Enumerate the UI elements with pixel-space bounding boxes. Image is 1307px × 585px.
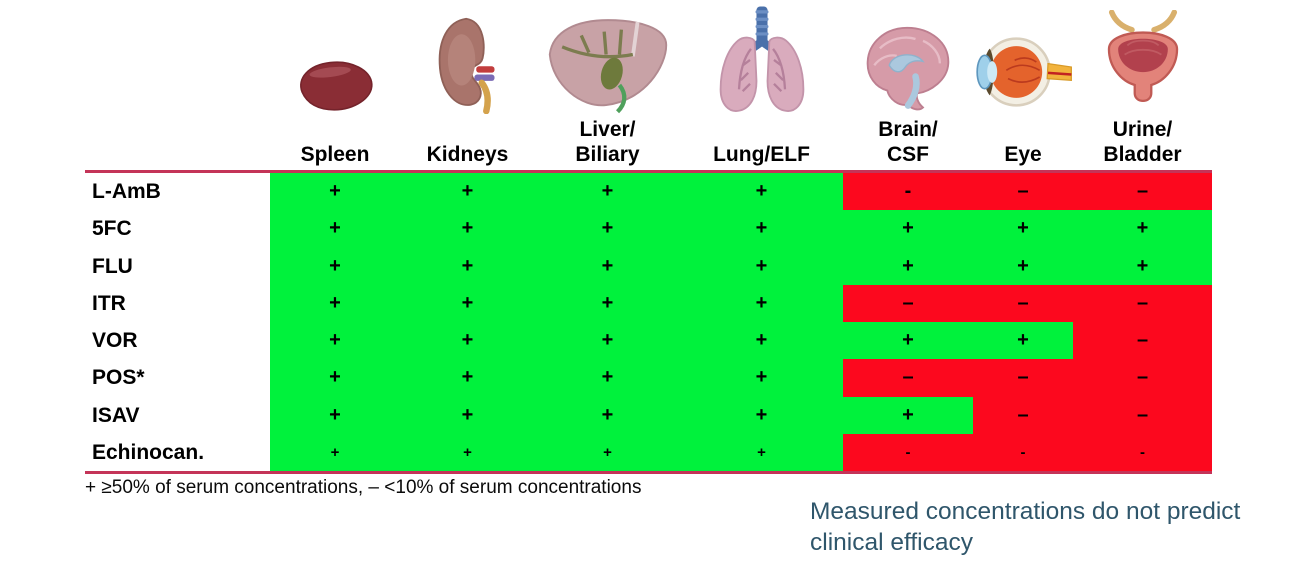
cell-spleen: +: [270, 173, 400, 211]
cell-urine-bladder: –: [1073, 173, 1212, 211]
table-row-vor: VOR + + + + + + –: [85, 322, 1212, 360]
legend-text: + ≥50% of serum concentrations, – <10% o…: [85, 477, 642, 498]
cell-brain-csf: -: [843, 173, 973, 211]
cell-eye: –: [973, 396, 1073, 434]
cell-brain-csf: –: [843, 284, 973, 322]
brain-icon: [843, 2, 973, 114]
cell-eye: +: [973, 210, 1073, 248]
cell-liver-biliary: +: [535, 173, 680, 211]
cell-eye: –: [973, 359, 1073, 397]
drug-label: 5FC: [85, 210, 270, 248]
cell-spleen: +: [270, 247, 400, 285]
cell-lung-elf: +: [680, 433, 843, 471]
cell-spleen: +: [270, 322, 400, 360]
spleen-icon: [270, 2, 400, 114]
cell-kidneys: +: [400, 322, 535, 360]
cell-brain-csf: +: [843, 210, 973, 248]
table-row-itr: ITR + + + + – – –: [85, 284, 1212, 322]
cell-spleen: +: [270, 210, 400, 248]
column-header-kidneys: Kidneys: [426, 142, 509, 166]
cell-lung-elf: +: [680, 173, 843, 211]
cell-urine-bladder: –: [1073, 396, 1212, 434]
kidney-icon: [400, 2, 535, 114]
cell-eye: +: [973, 247, 1073, 285]
drug-label: ITR: [85, 284, 270, 322]
cell-eye: +: [973, 322, 1073, 360]
drug-label: FLU: [85, 247, 270, 285]
cell-spleen: +: [270, 284, 400, 322]
cell-kidneys: +: [400, 210, 535, 248]
cell-liver-biliary: +: [535, 322, 680, 360]
cell-liver-biliary: +: [535, 247, 680, 285]
penetration-table: Spleen Kidneys Liver/ Biliary Lung/ELF B…: [85, 2, 1212, 474]
cell-liver-biliary: +: [535, 284, 680, 322]
lungs-icon: [680, 2, 843, 114]
cell-spleen: +: [270, 433, 400, 471]
cell-kidneys: +: [400, 247, 535, 285]
table-row-echinocan: Echinocan. + + + + - - -: [85, 433, 1212, 471]
cell-eye: –: [973, 284, 1073, 322]
cell-lung-elf: +: [680, 284, 843, 322]
bladder-icon: [1073, 2, 1212, 114]
cell-liver-biliary: +: [535, 433, 680, 471]
note-text: Measured concentrations do not predict c…: [810, 498, 1241, 556]
table-body: L-AmB + + + + - – –5FC + + + + + + + FLU + + + + + + + ITR + + + + –…: [85, 170, 1212, 474]
drug-label: VOR: [85, 322, 270, 360]
drug-label: Echinocan.: [85, 433, 270, 471]
column-header-eye: Eye: [1004, 142, 1042, 166]
table-row-flu: FLU + + + + + + +: [85, 247, 1212, 285]
table-row-5fc: 5FC + + + + + + +: [85, 210, 1212, 248]
table-row-lamb: L-AmB + + + + - – –: [85, 173, 1212, 211]
column-header-urine-bladder: Urine/ Bladder: [1103, 117, 1182, 166]
cell-liver-biliary: +: [535, 359, 680, 397]
cell-kidneys: +: [400, 359, 535, 397]
cell-eye: –: [973, 173, 1073, 211]
column-headers-row: Spleen Kidneys Liver/ Biliary Lung/ELF B…: [85, 114, 1212, 170]
cell-urine-bladder: –: [1073, 284, 1212, 322]
table-row-pos: POS* + + + + – – –: [85, 359, 1212, 397]
cell-spleen: +: [270, 396, 400, 434]
cell-brain-csf: +: [843, 247, 973, 285]
cell-lung-elf: +: [680, 322, 843, 360]
cell-lung-elf: +: [680, 359, 843, 397]
cell-urine-bladder: +: [1073, 247, 1212, 285]
drug-label: ISAV: [85, 396, 270, 434]
cell-kidneys: +: [400, 284, 535, 322]
cell-urine-bladder: +: [1073, 210, 1212, 248]
drug-label: POS*: [85, 359, 270, 397]
cell-urine-bladder: –: [1073, 322, 1212, 360]
table-row-isav: ISAV + + + + + – –: [85, 396, 1212, 434]
cell-liver-biliary: +: [535, 210, 680, 248]
cell-brain-csf: +: [843, 396, 973, 434]
cell-urine-bladder: -: [1073, 433, 1212, 471]
drug-label: L-AmB: [85, 173, 270, 211]
column-header-spleen: Spleen: [300, 142, 370, 166]
cell-brain-csf: -: [843, 433, 973, 471]
cell-kidneys: +: [400, 433, 535, 471]
column-header-brain-csf: Brain/ CSF: [878, 117, 938, 166]
cell-eye: -: [973, 433, 1073, 471]
cell-urine-bladder: –: [1073, 359, 1212, 397]
cell-liver-biliary: +: [535, 396, 680, 434]
cell-brain-csf: +: [843, 322, 973, 360]
column-header-liver-biliary: Liver/ Biliary: [575, 117, 640, 166]
cell-brain-csf: –: [843, 359, 973, 397]
cell-lung-elf: +: [680, 210, 843, 248]
cell-lung-elf: +: [680, 247, 843, 285]
cell-kidneys: +: [400, 173, 535, 211]
column-header-lung-elf: Lung/ELF: [713, 142, 810, 166]
cell-spleen: +: [270, 359, 400, 397]
eye-icon: [973, 2, 1073, 114]
cell-lung-elf: +: [680, 396, 843, 434]
organ-icons-row: [85, 2, 1212, 114]
cell-kidneys: +: [400, 396, 535, 434]
liver-icon: [535, 2, 680, 114]
